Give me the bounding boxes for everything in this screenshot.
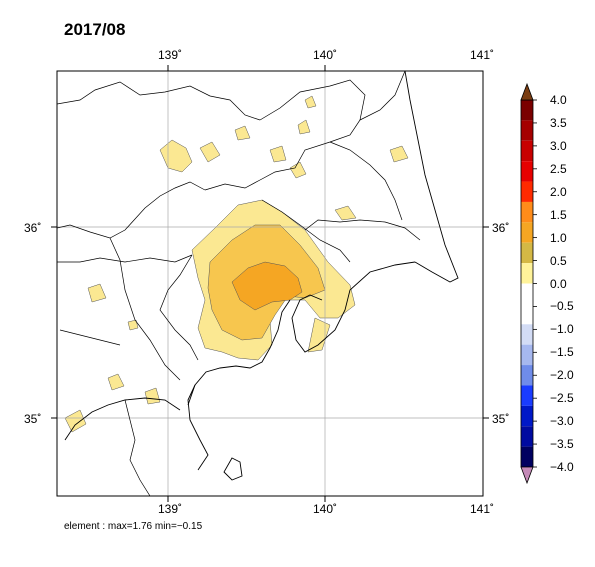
colorbar-label: −2.0 [550, 368, 574, 383]
colorbar-top-arrow [520, 82, 534, 101]
colorbar-label: −1.0 [550, 322, 574, 337]
colorbar-swatch [521, 324, 533, 345]
colorbar-swatch [521, 120, 533, 141]
colorbar-label: 1.0 [550, 230, 567, 245]
map-title: 2017/08 [64, 20, 126, 39]
colorbar-swatch [521, 222, 533, 243]
shade-region-level-0-5-east [307, 317, 331, 353]
lat-tick-left-35: 35˚ [24, 412, 42, 426]
lon-tick-bottom-141: 141˚ [470, 502, 495, 516]
prefecture-boundaries [57, 71, 421, 496]
colorbar-swatch [521, 344, 533, 366]
lat-tick-right-35: 35˚ [492, 412, 510, 426]
colorbar-label: 3.0 [550, 138, 567, 153]
colorbar [520, 82, 537, 485]
footer-stats: element : max=1.76 min=−0.15 [64, 521, 203, 532]
colorbar-label: 1.5 [550, 207, 567, 222]
colorbar-swatch [521, 161, 533, 182]
colorbar-label: 0.5 [550, 253, 567, 268]
colorbar-swatch [521, 201, 533, 223]
colorbar-label: −3.5 [550, 437, 574, 452]
colorbar-swatch [521, 181, 533, 202]
colorbar-label: 2.5 [550, 161, 567, 176]
colorbar-swatch [521, 242, 533, 264]
shading-layer [64, 95, 409, 433]
colorbar-swatch [521, 405, 533, 427]
colorbar-label: 2.0 [550, 184, 567, 199]
map-frame [56, 70, 484, 497]
colorbar-swatch [521, 303, 533, 325]
coastlines [64, 71, 459, 481]
colorbar-swatch [521, 446, 533, 467]
lon-tick-bottom-139: 139˚ [158, 502, 183, 516]
lat-tick-left-36: 36˚ [24, 221, 42, 235]
colorbar-label: −0.5 [550, 299, 574, 314]
colorbar-swatch [521, 100, 533, 121]
lon-tick-top-139: 139˚ [158, 48, 183, 62]
colorbar-swatch [521, 365, 533, 386]
colorbar-swatch [521, 263, 533, 284]
colorbar-swatch [521, 426, 533, 447]
colorbar-bottom-arrow [520, 466, 534, 485]
colorbar-label: 0.0 [550, 276, 567, 291]
shade-scattered-low [64, 95, 409, 433]
colorbar-label: −3.0 [550, 414, 574, 429]
frame-ticks [51, 65, 489, 502]
colorbar-label: −1.5 [550, 345, 574, 360]
lon-tick-top-140: 140˚ [313, 48, 338, 62]
colorbar-label: 4.0 [550, 93, 567, 107]
colorbar-label: 3.5 [550, 115, 567, 130]
shade-region-level-1-5 [231, 261, 303, 311]
colorbar-swatch [521, 385, 533, 406]
colorbar-swatch [521, 140, 533, 162]
colorbar-swatch [521, 283, 533, 304]
lat-tick-right-36: 36˚ [492, 221, 510, 235]
colorbar-label: −2.5 [550, 391, 574, 406]
lon-tick-bottom-140: 140˚ [313, 502, 338, 516]
lon-tick-top-141: 141˚ [470, 48, 495, 62]
colorbar-label: −4.0 [550, 460, 574, 474]
